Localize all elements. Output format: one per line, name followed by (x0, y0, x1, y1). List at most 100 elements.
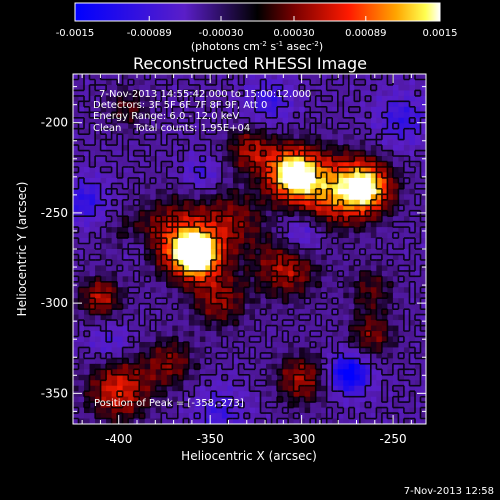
heatmap-cell (282, 314, 289, 321)
heatmap-cell (343, 123, 350, 130)
heatmap-cell (128, 216, 135, 223)
heatmap-cell (249, 352, 256, 359)
heatmap-cell (161, 139, 168, 146)
heatmap-cell (376, 232, 383, 239)
heatmap-cell (188, 380, 195, 387)
heatmap-cell (304, 276, 311, 283)
heatmap-cell (243, 161, 251, 168)
heatmap-cell (282, 156, 289, 163)
heatmap-cell (100, 84, 107, 92)
heatmap-cell (326, 298, 333, 305)
heatmap-cell (139, 276, 146, 283)
heatmap-cell (243, 145, 251, 152)
heatmap-cell (194, 139, 201, 146)
heatmap-cell (128, 265, 135, 272)
heatmap-cell (210, 84, 218, 92)
heatmap-cell (122, 254, 129, 261)
heatmap-cell (95, 270, 102, 277)
heatmap-cell (387, 369, 394, 376)
heatmap-cell (232, 396, 240, 403)
heatmap-cell (166, 128, 173, 135)
heatmap-cell (227, 134, 234, 141)
heatmap-cell (260, 320, 267, 327)
heatmap-cell (321, 396, 328, 403)
heatmap-cell (310, 101, 317, 108)
heatmap-cell (194, 385, 201, 392)
heatmap-cell (343, 210, 350, 217)
heatmap-cell (348, 380, 355, 387)
heatmap-cell (398, 161, 405, 168)
heatmap-cell (348, 150, 355, 157)
heatmap-cell (332, 341, 339, 349)
heatmap-cell (183, 396, 190, 403)
heatmap-cell (111, 161, 118, 168)
heatmap-cell (188, 254, 195, 261)
heatmap-cell (376, 347, 383, 354)
heatmap-cell (326, 205, 333, 212)
heatmap-cell (409, 298, 416, 305)
heatmap-cell (188, 90, 195, 97)
heatmap-cell (381, 347, 388, 354)
heatmap-cell (227, 74, 234, 81)
heatmap-cell (199, 265, 206, 272)
heatmap-cell (73, 123, 80, 130)
heatmap-cell (194, 298, 201, 305)
heatmap-cell (293, 369, 300, 376)
heatmap-cell (420, 123, 426, 130)
heatmap-cell (78, 396, 85, 403)
heatmap-cell (271, 112, 278, 119)
heatmap-cell (78, 287, 85, 294)
heatmap-cell (155, 188, 162, 195)
heatmap-cell (376, 265, 383, 272)
heatmap-cell (414, 396, 422, 403)
heatmap-cell (288, 254, 295, 261)
heatmap-cell (288, 161, 295, 168)
heatmap-cell (365, 177, 372, 184)
heatmap-cell (332, 358, 339, 365)
heatmap-cell (321, 259, 328, 267)
heatmap-cell (266, 74, 273, 81)
heatmap-cell (293, 363, 300, 370)
heatmap-cell (172, 238, 179, 245)
heatmap-cell (100, 314, 107, 321)
heatmap-cell (172, 123, 179, 130)
heatmap-cell (210, 199, 218, 206)
heatmap-cell (100, 145, 107, 152)
heatmap-cell (321, 347, 328, 354)
heatmap-cell (365, 347, 372, 354)
heatmap-cell (321, 254, 328, 261)
heatmap-cell (139, 385, 146, 392)
heatmap-cell (414, 341, 422, 349)
heatmap-cell (354, 287, 361, 294)
heatmap-cell (73, 117, 80, 124)
heatmap-cell (260, 396, 267, 403)
heatmap-cell (420, 347, 426, 354)
info-clean-counts: Clean Total counts: 1.95E+04 (93, 123, 250, 134)
heatmap-cell (337, 145, 344, 152)
heatmap-cell (117, 227, 124, 234)
heatmap-cell (106, 320, 113, 327)
heatmap-cell (221, 385, 229, 392)
heatmap-cell (293, 418, 300, 424)
heatmap-cell (277, 254, 284, 261)
heatmap-cell (266, 166, 273, 174)
heatmap-cell (249, 265, 256, 272)
heatmap-cell (78, 106, 85, 113)
heatmap-cell (414, 128, 422, 135)
heatmap-cell (310, 358, 317, 365)
heatmap-cell (332, 177, 339, 184)
heatmap-cell (243, 199, 251, 206)
heatmap-cell (95, 210, 102, 217)
heatmap-cell (332, 287, 339, 294)
heatmap-cell (310, 177, 317, 184)
heatmap-cell (73, 298, 80, 305)
heatmap-cell (199, 270, 206, 277)
heatmap-cell (84, 79, 91, 86)
heatmap-cell (288, 385, 295, 392)
heatmap-cell (277, 292, 284, 299)
heatmap-cell (78, 265, 85, 272)
heatmap-cell (414, 254, 422, 261)
heatmap-cell (310, 150, 317, 157)
heatmap-cell (166, 150, 173, 157)
heatmap-cell (370, 385, 377, 392)
